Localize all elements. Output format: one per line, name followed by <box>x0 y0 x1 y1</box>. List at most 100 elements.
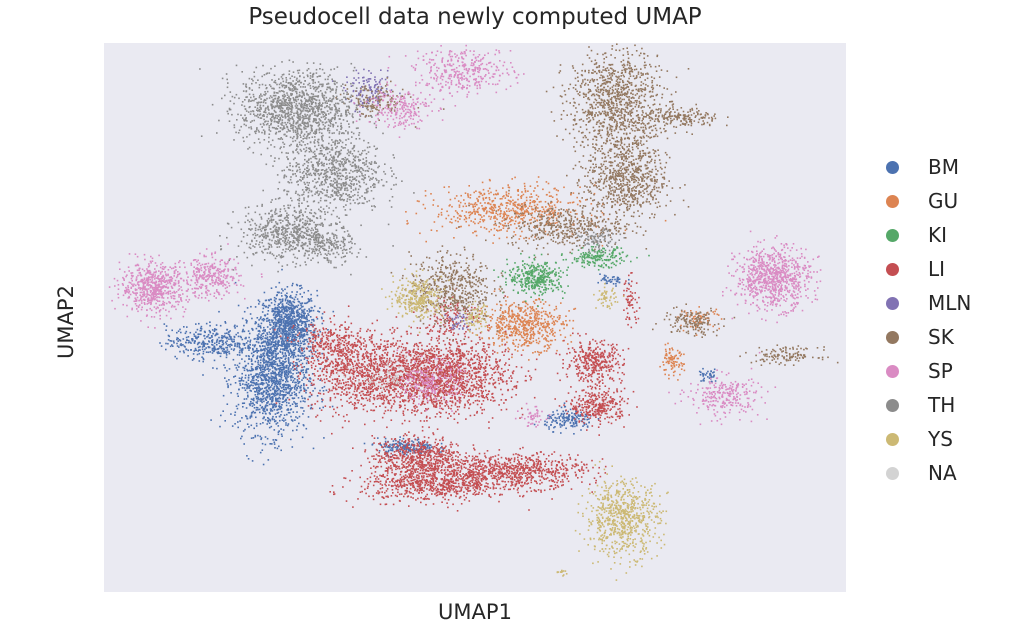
data-point <box>586 255 589 258</box>
data-point <box>308 350 311 352</box>
data-point <box>274 314 277 317</box>
data-point <box>623 260 625 262</box>
data-point <box>297 341 299 343</box>
data-point <box>454 210 457 212</box>
data-point <box>607 276 609 279</box>
data-point <box>442 448 444 451</box>
data-point <box>282 348 284 351</box>
data-point <box>619 257 621 260</box>
data-point <box>308 355 311 358</box>
data-point <box>534 292 536 295</box>
data-point <box>603 262 605 265</box>
data-point <box>536 279 538 281</box>
data-point <box>503 212 506 214</box>
data-point <box>260 374 262 377</box>
data-point <box>530 274 532 277</box>
data-point <box>280 387 283 389</box>
data-point <box>287 411 290 414</box>
data-point <box>296 284 299 287</box>
data-point <box>513 302 515 304</box>
data-point <box>273 308 275 310</box>
data-point <box>556 316 559 319</box>
data-point <box>552 215 555 217</box>
data-point <box>628 278 630 281</box>
data-point <box>474 222 476 225</box>
data-point <box>240 378 243 380</box>
data-point <box>259 400 262 402</box>
data-point <box>248 374 250 376</box>
data-point <box>523 326 525 329</box>
data-point <box>273 395 276 397</box>
data-point <box>288 327 290 330</box>
data-point <box>405 211 407 213</box>
data-point <box>491 313 494 316</box>
data-point <box>275 348 278 351</box>
data-point <box>214 347 216 349</box>
data-point <box>307 313 309 315</box>
data-point <box>533 226 535 228</box>
data-point <box>549 279 551 282</box>
data-point <box>200 325 203 328</box>
data-point <box>536 198 538 200</box>
data-point <box>279 392 281 394</box>
data-point <box>519 207 522 210</box>
data-point <box>554 275 557 277</box>
data-point <box>517 292 519 294</box>
data-point <box>664 373 666 376</box>
data-point <box>510 219 513 221</box>
data-point <box>499 213 501 215</box>
data-point <box>307 387 309 389</box>
data-point <box>317 310 319 312</box>
data-point <box>469 211 472 213</box>
data-point <box>537 210 539 213</box>
data-point <box>251 369 253 372</box>
data-point <box>281 318 284 321</box>
data-point <box>270 408 273 411</box>
data-point <box>601 264 603 266</box>
data-point <box>512 278 515 281</box>
data-point <box>292 379 295 382</box>
data-point <box>202 350 205 353</box>
data-point <box>534 267 536 269</box>
data-point <box>307 300 310 303</box>
data-point <box>305 316 308 318</box>
data-point <box>293 323 295 325</box>
data-point <box>426 444 429 446</box>
data-point <box>296 330 299 332</box>
data-point <box>513 279 515 282</box>
data-point <box>254 434 257 437</box>
data-point <box>499 215 502 218</box>
data-point <box>456 217 459 219</box>
data-point <box>273 303 276 306</box>
data-point <box>293 397 296 399</box>
data-point <box>583 253 585 256</box>
data-point <box>507 311 510 313</box>
data-point <box>520 197 523 199</box>
data-point <box>512 267 515 270</box>
data-point <box>285 337 288 339</box>
data-point <box>290 415 292 418</box>
data-point <box>521 269 523 271</box>
data-point <box>277 397 280 400</box>
data-point <box>588 261 590 263</box>
data-point <box>238 380 241 382</box>
data-point <box>537 269 539 271</box>
data-point <box>289 375 292 378</box>
data-point <box>270 396 273 399</box>
data-point <box>616 280 619 283</box>
data-point <box>310 293 312 296</box>
data-point <box>268 319 270 321</box>
data-point <box>234 423 236 425</box>
data-point <box>525 302 528 305</box>
data-point <box>270 393 273 395</box>
data-point <box>403 453 405 455</box>
data-point <box>551 290 554 293</box>
data-point <box>530 326 532 329</box>
data-point <box>277 322 279 325</box>
data-point <box>399 450 402 452</box>
data-point <box>502 227 505 229</box>
data-point <box>275 331 277 334</box>
data-point <box>256 367 259 370</box>
data-point <box>262 391 265 394</box>
data-point <box>710 374 712 377</box>
